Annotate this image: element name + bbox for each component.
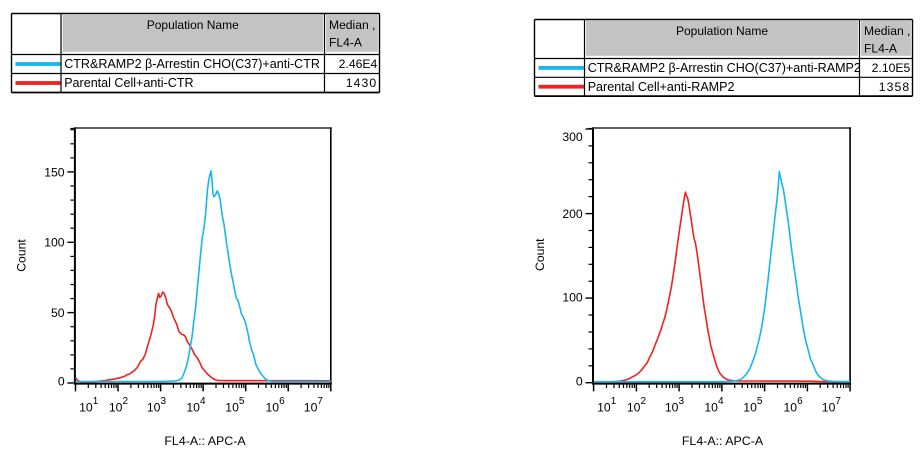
svg-text:10: 10 — [266, 401, 280, 415]
svg-text:10: 10 — [627, 401, 641, 415]
svg-text:2: 2 — [641, 396, 647, 407]
svg-text:10: 10 — [743, 401, 757, 415]
svg-text:10: 10 — [225, 401, 239, 415]
svg-text:FL4-A:: APC-A: FL4-A:: APC-A — [682, 434, 764, 448]
svg-text:2.10E5: 2.10E5 — [872, 61, 911, 75]
svg-text:10: 10 — [597, 401, 611, 415]
svg-text:4: 4 — [718, 396, 724, 407]
svg-text:50: 50 — [51, 306, 65, 320]
svg-text:0: 0 — [576, 375, 583, 389]
svg-text:4: 4 — [200, 396, 206, 407]
svg-text:10: 10 — [186, 401, 200, 415]
svg-text:1: 1 — [611, 396, 617, 407]
svg-text:6: 6 — [797, 396, 803, 407]
svg-text:Count: Count — [15, 239, 29, 272]
svg-text:CTR&RAMP2 β-Arrestin CHO(C37)+: CTR&RAMP2 β-Arrestin CHO(C37)+anti-RAMP2 — [588, 61, 861, 75]
svg-text:1430: 1430 — [346, 76, 378, 90]
svg-text:Median ,: Median , — [864, 24, 910, 38]
svg-text:1: 1 — [93, 396, 99, 407]
svg-text:Population Name: Population Name — [676, 24, 768, 38]
svg-text:5: 5 — [239, 396, 245, 407]
svg-text:3: 3 — [679, 396, 685, 407]
svg-text:Parental Cell+anti-CTR: Parental Cell+anti-CTR — [64, 76, 193, 90]
svg-text:10: 10 — [665, 401, 679, 415]
svg-text:10: 10 — [304, 401, 318, 415]
svg-text:CTR&RAMP2 β-Arrestin CHO(C37)+: CTR&RAMP2 β-Arrestin CHO(C37)+anti-CTR — [64, 57, 320, 71]
svg-text:2: 2 — [123, 396, 129, 407]
svg-text:1358: 1358 — [879, 80, 911, 94]
svg-text:100: 100 — [44, 236, 65, 250]
svg-text:10: 10 — [147, 401, 161, 415]
svg-text:200: 200 — [562, 207, 583, 221]
svg-text:3: 3 — [161, 396, 167, 407]
svg-text:7: 7 — [317, 396, 323, 407]
svg-text:Parental Cell+anti-RAMP2: Parental Cell+anti-RAMP2 — [588, 80, 735, 94]
svg-text:10: 10 — [79, 401, 93, 415]
svg-text:0: 0 — [58, 375, 65, 389]
svg-text:Count: Count — [533, 238, 547, 271]
svg-text:10: 10 — [704, 401, 718, 415]
svg-text:100: 100 — [562, 291, 583, 305]
svg-text:2.46E4: 2.46E4 — [339, 57, 378, 71]
svg-text:5: 5 — [757, 396, 763, 407]
svg-text:10: 10 — [784, 401, 798, 415]
svg-text:7: 7 — [835, 396, 841, 407]
svg-text:10: 10 — [822, 401, 836, 415]
svg-text:Population Name: Population Name — [147, 18, 239, 32]
svg-text:150: 150 — [44, 165, 65, 179]
svg-text:6: 6 — [279, 396, 285, 407]
svg-text:300: 300 — [562, 130, 583, 144]
svg-text:FL4-A: FL4-A — [864, 41, 898, 55]
svg-text:10: 10 — [109, 401, 123, 415]
svg-text:Median ,: Median , — [329, 18, 375, 32]
svg-text:FL4-A:: APC-A: FL4-A:: APC-A — [164, 434, 246, 448]
svg-text:FL4-A: FL4-A — [329, 35, 363, 49]
